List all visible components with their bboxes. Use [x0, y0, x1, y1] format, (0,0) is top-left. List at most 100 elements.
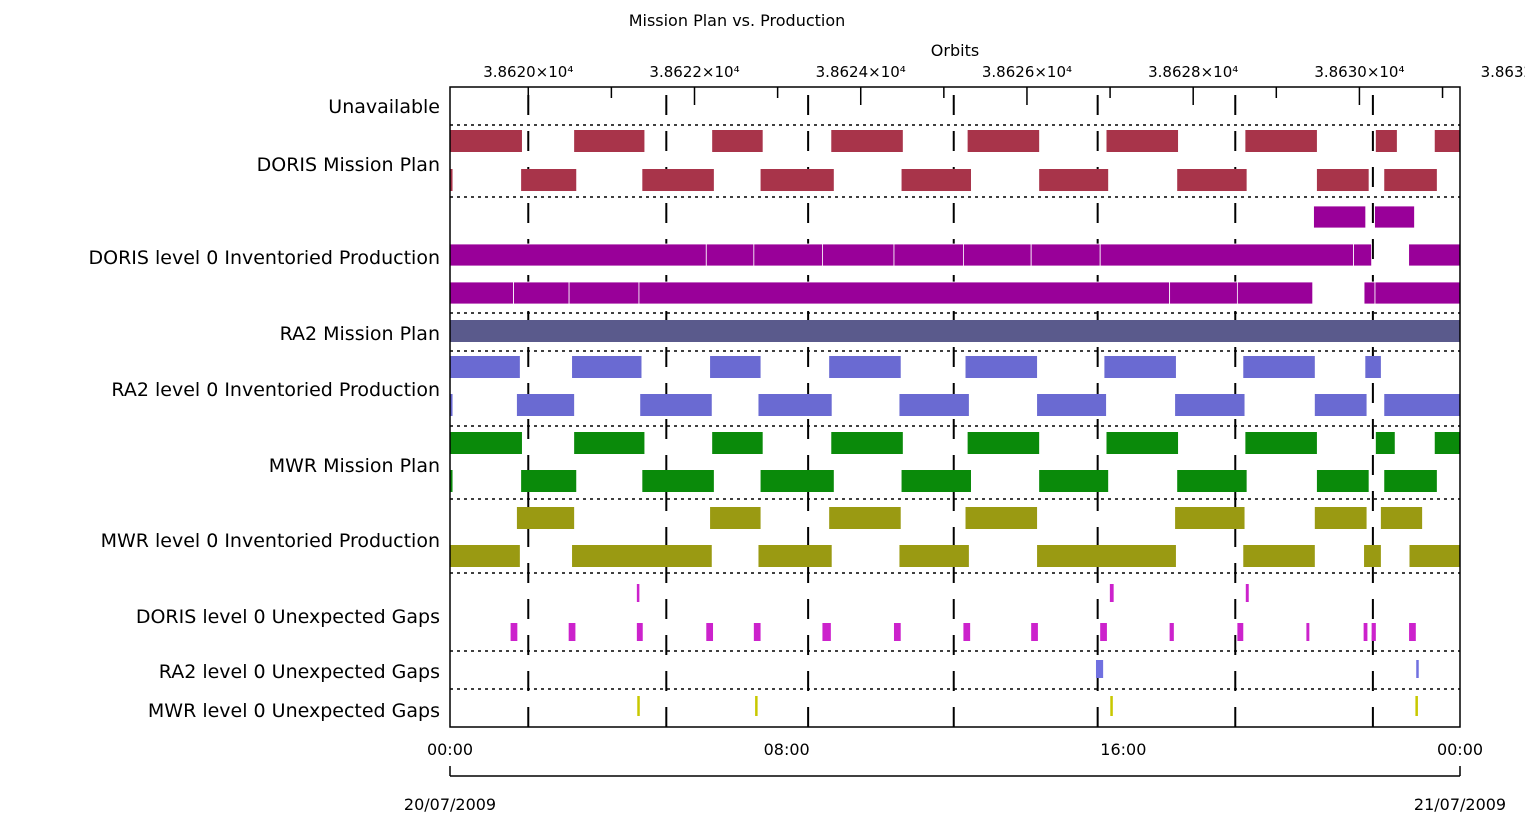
- bar-doris-level-0-unexpected-gaps: [706, 623, 714, 641]
- bar-mwr-level-0-inventoried-production: [899, 545, 969, 567]
- bar-doris-mission-plan: [1245, 130, 1317, 152]
- bar-doris-level-0-unexpected-gaps: [510, 623, 518, 641]
- bar-doris-level-0-inventoried-production: [1408, 243, 1461, 267]
- bar-doris-level-0-inventoried-production: [513, 281, 570, 305]
- bar-mwr-level-0-unexpected-gaps: [637, 696, 640, 716]
- chart-title: Mission Plan vs. Production: [629, 11, 846, 30]
- bar-doris-level-0-inventoried-production: [1236, 281, 1314, 305]
- bar-doris-level-0-unexpected-gaps: [1409, 623, 1416, 641]
- axes-layer: [449, 86, 1461, 777]
- time-tick-label: 08:00: [764, 740, 810, 759]
- bar-ra2-level-0-inventoried-production: [1314, 394, 1367, 416]
- bar-ra2-level-0-inventoried-production: [572, 356, 642, 378]
- bar-mwr-level-0-inventoried-production: [1243, 545, 1315, 567]
- row-label-mwr-mission-plan: MWR Mission Plan: [269, 455, 440, 477]
- bar-doris-level-0-inventoried-production: [1313, 205, 1367, 229]
- bar-ra2-level-0-inventoried-production: [1384, 394, 1460, 416]
- bar-ra2-level-0-inventoried-production: [450, 394, 453, 416]
- bar-mwr-mission-plan: [450, 432, 522, 454]
- bar-doris-mission-plan: [642, 169, 714, 191]
- bar-mwr-level-0-inventoried-production: [1409, 545, 1460, 567]
- bar-doris-level-0-unexpected-gaps: [1169, 623, 1174, 641]
- bar-mwr-level-0-inventoried-production: [758, 545, 832, 567]
- bar-doris-level-0-unexpected-gaps: [1363, 623, 1368, 641]
- bar-doris-mission-plan: [831, 130, 903, 152]
- row-label-doris-mission-plan: DORIS Mission Plan: [257, 154, 440, 176]
- bar-ra2-level-0-inventoried-production: [829, 356, 901, 378]
- time-tick-label: 16:00: [1100, 740, 1146, 759]
- row-label-ra2-mission-plan: RA2 Mission Plan: [280, 323, 440, 345]
- bar-doris-mission-plan: [1384, 169, 1437, 191]
- time-tick-label: 00:00: [1437, 740, 1483, 759]
- bar-doris-level-0-unexpected-gaps: [1109, 584, 1114, 602]
- bar-ra2-level-0-inventoried-production: [1037, 394, 1107, 416]
- orbit-tick-label: 3.8620×10⁴: [483, 63, 573, 81]
- bar-doris-level-0-unexpected-gaps: [1031, 623, 1038, 641]
- bar-doris-level-0-inventoried-production: [1353, 243, 1373, 267]
- bar-doris-level-0-inventoried-production: [1030, 243, 1101, 267]
- bar-doris-level-0-unexpected-gaps: [1100, 623, 1107, 641]
- bar-doris-mission-plan: [450, 130, 522, 152]
- bar-ra2-mission-plan: [450, 320, 1460, 342]
- bar-doris-mission-plan: [574, 130, 645, 152]
- bar-doris-level-0-unexpected-gaps: [636, 623, 643, 641]
- bar-ra2-level-0-inventoried-production: [1104, 356, 1176, 378]
- bar-mwr-level-0-inventoried-production: [450, 545, 520, 567]
- bar-mwr-mission-plan: [1375, 432, 1395, 454]
- top-axis-label: Orbits: [931, 41, 979, 60]
- bar-mwr-mission-plan: [1245, 432, 1317, 454]
- bar-doris-mission-plan: [521, 169, 577, 191]
- bar-doris-level-0-inventoried-production: [638, 281, 1171, 305]
- bar-mwr-level-0-inventoried-production: [710, 507, 761, 529]
- bar-doris-mission-plan: [901, 169, 971, 191]
- bar-mwr-mission-plan: [1039, 470, 1109, 492]
- bar-ra2-level-0-inventoried-production: [965, 356, 1038, 378]
- bar-mwr-mission-plan: [521, 470, 577, 492]
- bar-mwr-mission-plan: [1106, 432, 1179, 454]
- bar-mwr-level-0-inventoried-production: [1037, 545, 1176, 567]
- plot-frame: [449, 86, 1461, 728]
- bar-doris-level-0-inventoried-production: [893, 243, 964, 267]
- bar-doris-level-0-inventoried-production: [1169, 281, 1238, 305]
- bar-mwr-level-0-inventoried-production: [1175, 507, 1245, 529]
- bar-mwr-level-0-inventoried-production: [1380, 507, 1423, 529]
- orbit-tick-label: 3.8632×10⁴: [1481, 63, 1525, 81]
- bar-doris-level-0-unexpected-gaps: [1237, 623, 1244, 641]
- bar-doris-mission-plan: [1375, 130, 1397, 152]
- bar-doris-mission-plan: [760, 169, 834, 191]
- bar-doris-mission-plan: [1039, 169, 1109, 191]
- bar-mwr-mission-plan: [712, 432, 763, 454]
- end-date-label: 21/07/2009: [1414, 795, 1506, 814]
- bar-ra2-level-0-inventoried-production: [450, 356, 520, 378]
- bar-doris-level-0-unexpected-gaps: [636, 584, 640, 602]
- bar-mwr-level-0-inventoried-production: [516, 507, 575, 529]
- bar-ra2-level-0-inventoried-production: [758, 394, 832, 416]
- bar-mwr-mission-plan: [760, 470, 834, 492]
- bar-mwr-mission-plan: [1434, 432, 1460, 454]
- bar-doris-mission-plan: [712, 130, 763, 152]
- grid-layer: [450, 87, 1460, 727]
- orbit-tick-label: 3.8628×10⁴: [1148, 63, 1238, 81]
- bar-mwr-level-0-unexpected-gaps: [1415, 696, 1418, 716]
- bar-doris-level-0-inventoried-production: [1374, 281, 1461, 305]
- row-label-doris-level-0-inventoried-production: DORIS level 0 Inventoried Production: [89, 247, 441, 269]
- bar-mwr-level-0-unexpected-gaps: [755, 696, 758, 716]
- bar-doris-level-0-inventoried-production: [1363, 281, 1376, 305]
- bar-ra2-level-0-inventoried-production: [516, 394, 575, 416]
- bar-mwr-level-0-inventoried-production: [1364, 545, 1381, 567]
- bar-doris-mission-plan: [967, 130, 1040, 152]
- bar-doris-mission-plan: [1434, 130, 1460, 152]
- bar-mwr-level-0-inventoried-production: [1314, 507, 1367, 529]
- bar-doris-level-0-inventoried-production: [822, 243, 895, 267]
- bar-ra2-level-0-unexpected-gaps: [1095, 660, 1104, 678]
- bars-layer: [449, 130, 1461, 716]
- row-label-ra2-level-0-inventoried-production: RA2 level 0 Inventoried Production: [111, 379, 440, 401]
- bar-mwr-level-0-inventoried-production: [829, 507, 901, 529]
- bar-ra2-level-0-inventoried-production: [1175, 394, 1245, 416]
- row-label-unavailable: Unavailable: [328, 96, 440, 118]
- bar-ra2-level-0-unexpected-gaps: [1416, 660, 1419, 678]
- bar-mwr-mission-plan: [574, 432, 645, 454]
- bar-ra2-level-0-inventoried-production: [1365, 356, 1381, 378]
- bar-doris-mission-plan: [1177, 169, 1247, 191]
- bar-ra2-level-0-inventoried-production: [640, 394, 712, 416]
